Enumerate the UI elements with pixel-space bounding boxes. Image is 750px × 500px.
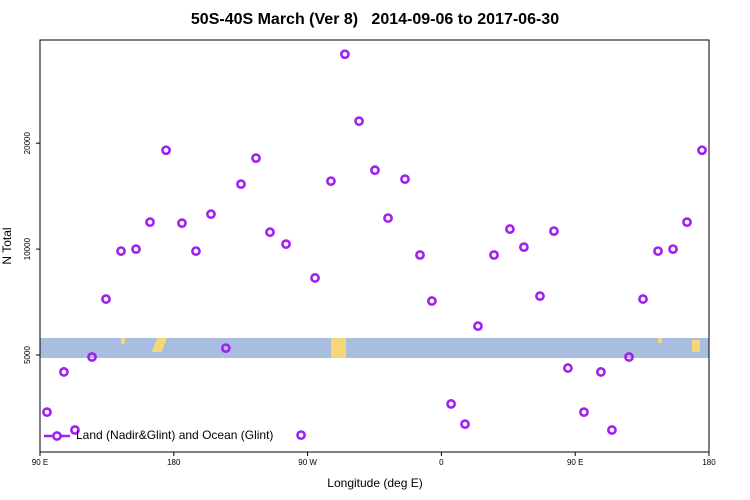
point xyxy=(446,399,456,409)
x-tick-label: 180 xyxy=(167,458,181,467)
point xyxy=(265,227,275,238)
point xyxy=(251,153,261,164)
point xyxy=(489,250,499,260)
y-tick-label: 10000 xyxy=(23,237,32,260)
point xyxy=(415,250,425,260)
x-tick-label: 90 E xyxy=(567,458,583,467)
point xyxy=(460,419,470,430)
point xyxy=(624,352,634,362)
point xyxy=(296,430,306,440)
point xyxy=(116,246,126,257)
y-axis-label: N Total xyxy=(0,227,14,264)
point xyxy=(549,226,559,237)
y-tick-label: 20000 xyxy=(23,132,32,155)
point xyxy=(101,294,111,304)
plot-frame xyxy=(39,39,710,453)
point xyxy=(638,294,648,304)
point xyxy=(354,116,364,127)
point xyxy=(131,244,141,255)
x-tick-label: 90 W xyxy=(298,458,317,467)
point xyxy=(206,209,216,220)
point xyxy=(70,425,80,435)
point xyxy=(236,179,246,190)
point xyxy=(426,296,437,306)
point xyxy=(697,145,707,156)
x-tick-label: 180 xyxy=(702,458,716,467)
point xyxy=(596,367,606,377)
point xyxy=(220,343,231,354)
point xyxy=(682,217,692,228)
point xyxy=(400,174,410,185)
x-tick-label: 90 E xyxy=(32,458,48,467)
point xyxy=(59,367,69,377)
point xyxy=(42,407,52,418)
legend-label: Land (Nadir&Glint) and Ocean (Glint) xyxy=(76,428,273,442)
point xyxy=(473,321,483,332)
x-axis-label: Longitude (deg E) xyxy=(327,476,422,490)
point xyxy=(145,217,155,228)
point xyxy=(519,242,529,253)
x-tick-label: 0 xyxy=(439,458,444,467)
point xyxy=(177,218,187,229)
point xyxy=(505,224,515,234)
point xyxy=(340,49,350,60)
point xyxy=(563,363,573,373)
point xyxy=(607,425,617,435)
point xyxy=(370,165,380,176)
point xyxy=(87,352,97,362)
y-tick-label: 5000 xyxy=(23,346,32,364)
point xyxy=(310,273,320,283)
legend-marker xyxy=(52,431,62,441)
point xyxy=(281,239,291,250)
point xyxy=(579,407,589,418)
point xyxy=(668,244,678,255)
point xyxy=(383,213,393,223)
point xyxy=(653,246,663,257)
point xyxy=(326,176,336,187)
point xyxy=(161,145,171,156)
chart-title: 50S-40S March (Ver 8) 2014-09-06 to 2017… xyxy=(191,11,559,28)
point xyxy=(535,291,545,302)
point xyxy=(191,246,201,257)
map-strip xyxy=(40,338,709,358)
